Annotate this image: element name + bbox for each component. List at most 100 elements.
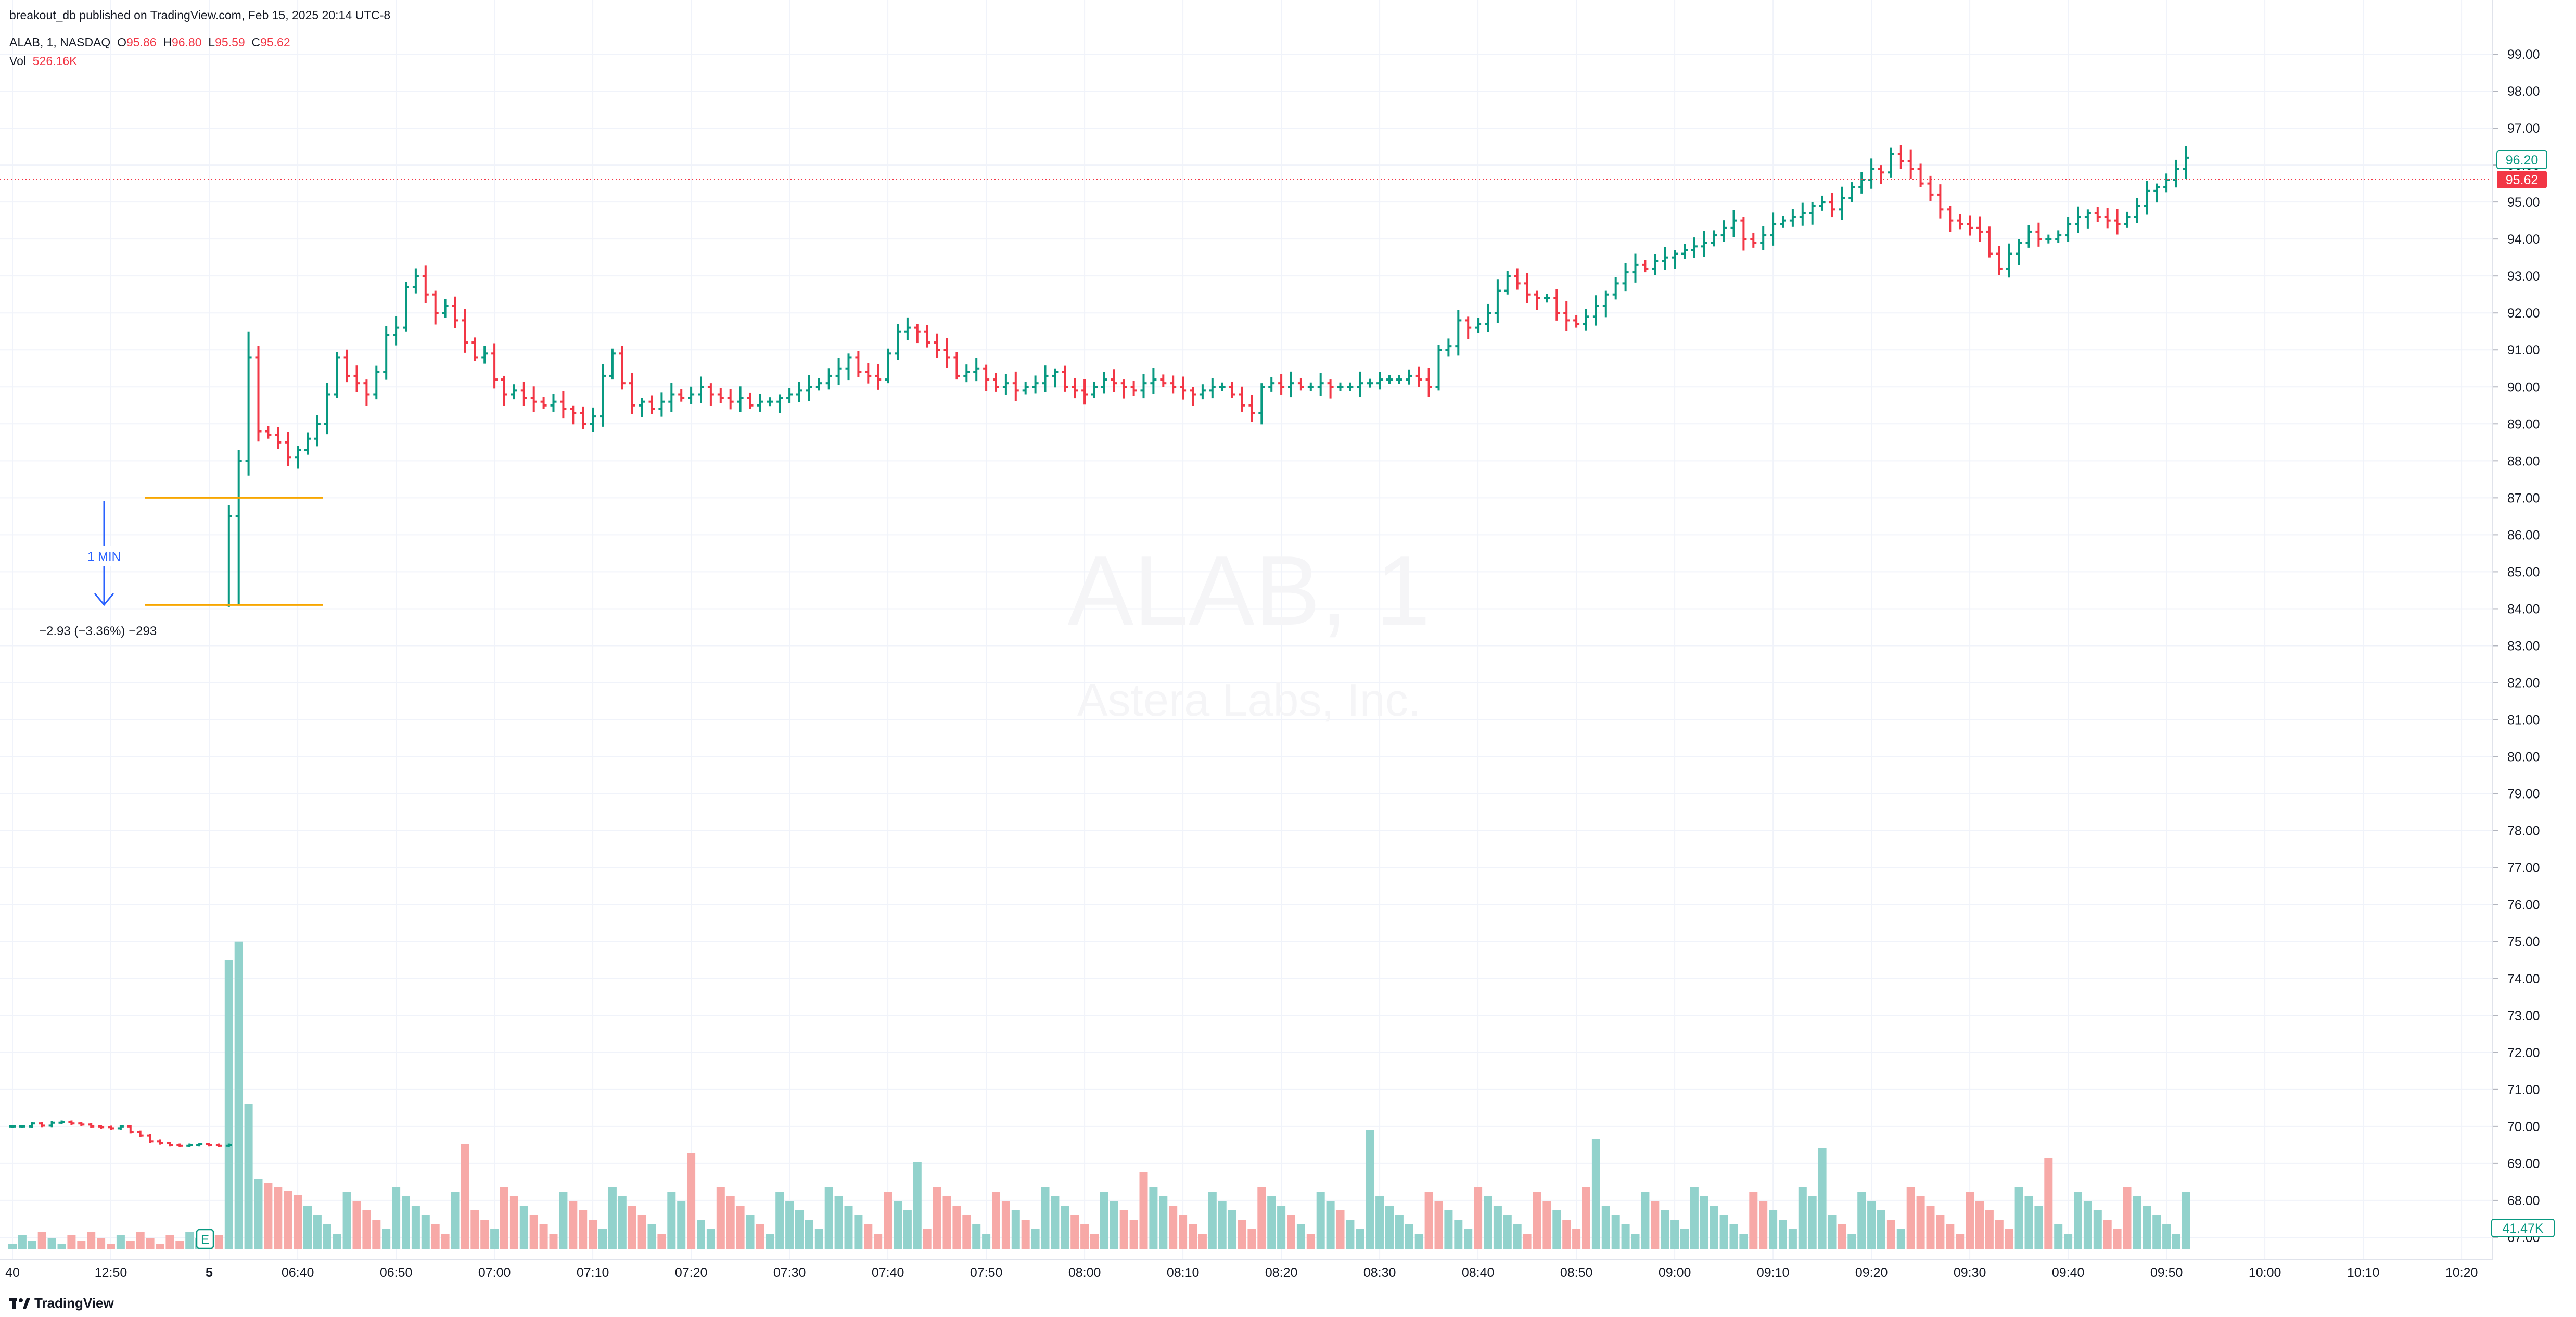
time-tick-label: 06:40	[282, 1265, 314, 1280]
ohlc-bar	[943, 338, 950, 368]
ohlc-bar	[1897, 145, 1904, 169]
volume-bar	[1110, 1201, 1118, 1249]
price-tick-label: 85.00	[2507, 565, 2540, 579]
price-axis[interactable]: 99.0098.0097.0096.0095.0094.0093.0092.00…	[2492, 0, 2540, 1260]
volume-bar	[1946, 1224, 1955, 1249]
volume-bar	[854, 1215, 863, 1249]
volume-bar	[1424, 1192, 1433, 1249]
time-axis[interactable]: 40 12:50 5 06:40 06:50 07:00 07:10 07:20 07:30 07…	[0, 1259, 2493, 1280]
volume-bar	[1179, 1215, 1188, 1249]
tradingview-brand-label: TradingView	[34, 1295, 114, 1311]
ohlc-bar	[1170, 375, 1177, 394]
volume-bar	[1189, 1224, 1197, 1249]
ohlc-bar	[1494, 279, 1501, 323]
volume-bar	[490, 1229, 499, 1249]
volume-bar	[1847, 1234, 1856, 1249]
interval-label: 1 MIN	[87, 550, 121, 564]
ohlc-bar	[530, 386, 537, 412]
ohlc-bar	[2144, 181, 2150, 215]
ohlc-bar	[727, 389, 734, 410]
price-tick-label: 72.00	[2507, 1046, 2540, 1060]
ohlc-bar	[2124, 211, 2131, 228]
ohlc-bar	[1140, 374, 1147, 399]
ohlc-bar	[885, 348, 891, 384]
volume-bar	[47, 1238, 56, 1249]
ohlc-bar	[108, 1125, 114, 1130]
time-tick-label: 08:00	[1068, 1265, 1101, 1280]
ohlc-bar	[1022, 382, 1029, 395]
volume-bar	[342, 1192, 351, 1249]
horizontal-levels[interactable]	[0, 179, 2493, 606]
volume-bar	[126, 1241, 135, 1249]
volume-bar	[1306, 1234, 1315, 1249]
ohlc-bar	[609, 348, 616, 380]
legend-symbol-row[interactable]: ALAB, 1, NASDAQ O95.86 H96.80 L95.59 C95…	[9, 35, 290, 49]
volume-bar	[952, 1206, 961, 1249]
volume-bar	[1405, 1224, 1413, 1249]
ohlc-bar	[58, 1120, 65, 1124]
ohlc-bar	[1425, 368, 1432, 398]
volume-bar	[1956, 1234, 1965, 1249]
ohlc-bar	[1465, 316, 1472, 339]
volume-bar	[1287, 1215, 1295, 1249]
price-tick-label: 95.00	[2507, 195, 2540, 210]
volume-bar	[2014, 1187, 2023, 1249]
ohlc-bar	[1612, 277, 1619, 300]
volume-bar	[421, 1215, 430, 1249]
ohlc-bar	[1062, 365, 1068, 392]
volume-bar	[1542, 1201, 1551, 1249]
ohlc-bar	[1809, 202, 1816, 225]
ohlc-bar	[1760, 226, 1767, 250]
ohlc-bar	[1976, 216, 1983, 242]
ohlc-bar	[1544, 294, 1550, 303]
volume-bar	[18, 1235, 27, 1249]
volume-bar	[87, 1232, 96, 1249]
volume-bar	[1631, 1234, 1640, 1249]
volume-bar	[539, 1224, 548, 1249]
ohlc-bar	[1475, 318, 1482, 333]
upper-price-badge-label: 96.20	[2506, 153, 2539, 168]
volume-bar	[8, 1244, 17, 1249]
volume-bar	[1061, 1206, 1069, 1249]
earnings-marker[interactable]	[196, 1229, 214, 1249]
ohlc-bar	[363, 379, 370, 406]
legend-volume-row[interactable]: Vol 526.16K	[9, 54, 77, 68]
ohlc-bar	[1839, 186, 1845, 220]
volume-bar	[933, 1187, 941, 1249]
ohlc-bar	[1199, 384, 1206, 400]
volume-bar	[1661, 1210, 1669, 1249]
time-tick-label: 5	[206, 1265, 213, 1280]
price-tick-label: 86.00	[2507, 528, 2540, 542]
ohlc-bar	[1592, 295, 1599, 326]
volume-bar	[687, 1153, 696, 1249]
volume-bar	[244, 1104, 253, 1249]
volume-bar	[1985, 1210, 1994, 1249]
volume-bar	[1533, 1192, 1541, 1249]
volume-bar	[2143, 1206, 2151, 1249]
ohlc-bar	[776, 394, 783, 414]
ohlc-bar	[1750, 232, 1757, 248]
volume-bar	[1454, 1220, 1463, 1249]
ohlc-bar	[1553, 289, 1560, 321]
ohlc-bar	[373, 365, 380, 400]
ohlc-bar	[1150, 368, 1157, 394]
volume-bar	[1670, 1220, 1679, 1249]
ohlc-bar	[1907, 149, 1914, 179]
volume-bar	[1926, 1206, 1935, 1249]
ohlc-bar	[1504, 271, 1511, 295]
symbol-line[interactable]: ALAB, 1, NASDAQ	[9, 35, 111, 49]
ohlc-bar	[334, 352, 340, 398]
ohlc-bar	[1239, 386, 1245, 412]
volume-bar	[461, 1144, 469, 1249]
volume-bar	[37, 1232, 46, 1249]
ohlc-bar	[1573, 315, 1580, 328]
volume-bar	[814, 1229, 823, 1249]
ohlc-bar	[1190, 387, 1196, 406]
tradingview-brand[interactable]: TradingView	[9, 1295, 114, 1311]
ohlc-bar	[1317, 373, 1324, 396]
ohlc-bar	[629, 373, 635, 415]
price-tick-label: 89.00	[2507, 417, 2540, 432]
volume-bar	[549, 1234, 558, 1249]
volume-bar	[1877, 1210, 1885, 1249]
